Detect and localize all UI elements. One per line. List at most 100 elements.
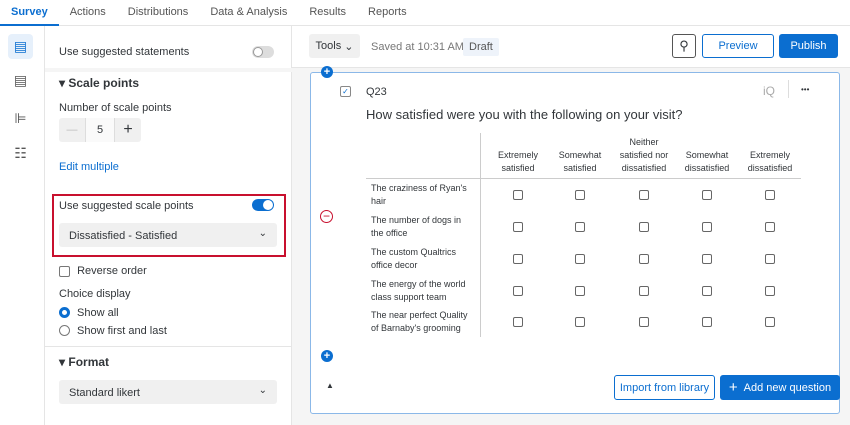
top-nav: Survey Actions Distributions Data & Anal… [0, 0, 850, 26]
answer-checkbox[interactable] [639, 254, 649, 264]
answer-checkbox[interactable] [513, 222, 523, 232]
answer-checkbox[interactable] [513, 286, 523, 296]
remove-minus-icon[interactable]: − [320, 210, 333, 223]
add-above-plus-icon[interactable]: + [321, 66, 333, 78]
answer-checkbox[interactable] [702, 286, 712, 296]
question-text[interactable]: How satisfied were you with the followin… [366, 107, 683, 122]
preview-button[interactable]: Preview [702, 34, 774, 58]
answer-checkbox[interactable] [702, 190, 712, 200]
column-header: Extremely satisfied [497, 150, 538, 173]
more-options-icon[interactable]: ••• [801, 85, 810, 94]
question-card[interactable] [310, 72, 840, 414]
column-header: Neither satisfied nor dissatisfied [619, 137, 669, 173]
answer-checkbox[interactable] [575, 222, 585, 232]
suggested-statements-label: Use suggested statements [59, 46, 190, 58]
add-new-question-label: Add new question [743, 381, 832, 394]
answer-checkbox[interactable] [702, 317, 712, 327]
scale-preset-select[interactable]: Dissatisfied - Satisfied ⌄ [59, 223, 277, 247]
answer-checkbox[interactable] [513, 254, 523, 264]
radio-show-first-last[interactable] [59, 325, 70, 336]
choice-display-label: Choice display [59, 288, 131, 300]
chevron-down-icon: ⌄ [344, 40, 354, 53]
question-id: Q23 [366, 86, 387, 98]
settings-sliders-icon[interactable]: ☷ [14, 145, 27, 161]
answer-checkbox[interactable] [575, 190, 585, 200]
suggested-scale-label: Use suggested scale points [59, 200, 194, 212]
edit-panel: Use suggested statements ▾ Scale points … [45, 26, 292, 425]
row-label: The number of dogs in the office [371, 215, 462, 238]
search-button[interactable]: ⚲ [672, 34, 696, 58]
answer-checkbox[interactable] [765, 190, 775, 200]
answer-checkbox[interactable] [765, 317, 775, 327]
add-new-question-button[interactable]: + Add new question [720, 375, 840, 400]
answer-checkbox[interactable] [639, 222, 649, 232]
format-header[interactable]: ▾ Format [59, 355, 110, 369]
row-label: The near perfect Quality of Barnaby's gr… [371, 310, 468, 333]
publish-button[interactable]: Publish [779, 34, 838, 58]
show-all-label: Show all [77, 307, 119, 319]
tools-dropdown[interactable]: Tools ⌄ [309, 34, 360, 58]
column-header: Somewhat satisfied [558, 150, 602, 173]
answer-checkbox[interactable] [702, 254, 712, 264]
checkbox-icon [59, 265, 70, 277]
number-of-scale-points-label: Number of scale points [59, 102, 172, 114]
answer-checkbox[interactable] [702, 222, 712, 232]
tab-results[interactable]: Results [309, 6, 347, 18]
answer-checkbox[interactable] [639, 317, 649, 327]
show-first-last-label: Show first and last [77, 325, 167, 337]
answer-checkbox[interactable] [765, 254, 775, 264]
column-header: Extremely dissatisfied [747, 150, 793, 173]
icon-rail: ▤ ▤ ⊫ ☷ [0, 26, 45, 425]
paint-roller-icon[interactable]: ⊫ [14, 110, 27, 126]
table-divider [480, 133, 481, 337]
answer-checkbox[interactable] [575, 286, 585, 296]
decrement-button[interactable]: — [66, 124, 78, 136]
row-label: The craziness of Ryan's hair [371, 183, 467, 206]
radio-show-all[interactable] [59, 307, 70, 318]
add-below-plus-icon[interactable]: + [321, 350, 333, 362]
answer-checkbox[interactable] [765, 222, 775, 232]
answer-checkbox[interactable] [765, 286, 775, 296]
tab-distributions[interactable]: Distributions [127, 6, 189, 18]
scale-points-header[interactable]: ▾ Scale points [59, 76, 140, 90]
column-header: Somewhat dissatisfied [684, 150, 730, 173]
tab-data-analysis[interactable]: Data & Analysis [210, 6, 288, 18]
reverse-order-checkbox[interactable]: Reverse order [59, 265, 147, 277]
answer-checkbox[interactable] [513, 317, 523, 327]
blocks-icon[interactable]: ▤ [13, 72, 28, 88]
edit-multiple-link[interactable]: Edit multiple [59, 161, 119, 173]
format-value: Standard likert [69, 387, 140, 399]
answer-checkbox[interactable] [639, 286, 649, 296]
tab-actions[interactable]: Actions [69, 6, 106, 18]
increment-button[interactable]: + [123, 121, 133, 138]
saved-status: Saved at 10:31 AM [371, 41, 464, 53]
answer-checkbox[interactable] [575, 317, 585, 327]
format-select[interactable]: Standard likert ⌄ [59, 380, 277, 404]
suggested-statements-toggle[interactable] [252, 46, 274, 58]
scale-points-title: Scale points [68, 76, 140, 90]
scale-points-value[interactable]: 5 [85, 118, 115, 142]
highlight-box [52, 194, 286, 257]
row-label: The energy of the world class support te… [371, 279, 466, 302]
scale-preset-value: Dissatisfied - Satisfied [69, 230, 178, 242]
answer-checkbox[interactable] [513, 190, 523, 200]
chevron-down-icon: ⌄ [258, 228, 267, 239]
scale-points-stepper: — 5 + [59, 118, 141, 142]
import-from-library-button[interactable]: Import from library [614, 375, 715, 400]
suggested-scale-toggle[interactable] [252, 199, 274, 211]
plus-icon: + [728, 379, 738, 396]
survey-clipboard-icon[interactable]: ▤ [8, 34, 33, 59]
answer-checkbox[interactable] [639, 190, 649, 200]
collapse-up-icon[interactable]: ▲ [326, 381, 334, 390]
tools-label: Tools [315, 40, 342, 52]
row-label: The custom Qualtrics office decor [371, 247, 457, 270]
question-select-checkbox[interactable]: ✓ [340, 86, 351, 97]
answer-checkbox[interactable] [575, 254, 585, 264]
iq-icon[interactable]: iQ [763, 84, 775, 98]
search-icon: ⚲ [679, 38, 689, 53]
tab-reports[interactable]: Reports [368, 6, 407, 18]
toolbar [292, 26, 850, 68]
chevron-down-icon: ⌄ [258, 385, 267, 396]
tab-survey[interactable]: Survey [0, 0, 59, 26]
format-title: Format [68, 355, 110, 369]
